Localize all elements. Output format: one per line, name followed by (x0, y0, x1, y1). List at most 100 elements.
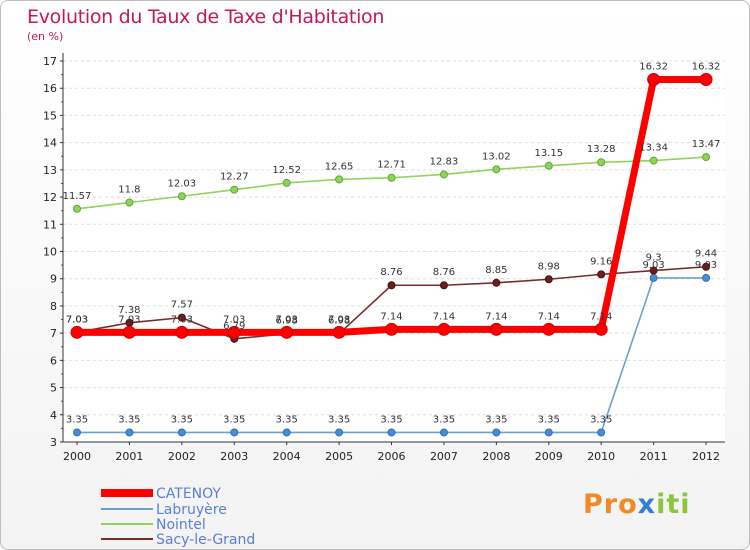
data-point-1 (335, 428, 344, 437)
data-point-1 (702, 273, 711, 282)
x-tick-label: 2001 (115, 450, 143, 463)
data-point-2 (335, 175, 344, 184)
data-point-1 (597, 428, 606, 437)
y-tick-label: 9 (50, 273, 57, 286)
y-tick-label: 7 (50, 327, 57, 340)
data-point-1 (282, 428, 291, 437)
y-tick-label: 8 (50, 300, 57, 313)
y-tick-label: 5 (50, 382, 57, 395)
data-label-1: 3.35 (223, 414, 245, 425)
data-label-2: 13.47 (692, 139, 721, 150)
data-label-3: 8.76 (380, 267, 402, 278)
x-tick-label: 2007 (430, 450, 458, 463)
data-point-2 (230, 185, 239, 194)
x-tick-label: 2008 (482, 450, 510, 463)
data-label-1: 3.35 (538, 414, 560, 425)
data-label-1: 3.35 (66, 414, 88, 425)
data-point-3 (649, 266, 658, 275)
data-label-0: 7.14 (380, 311, 402, 322)
logo-text-2: iti (656, 489, 691, 520)
y-tick-label: 14 (43, 137, 57, 150)
data-point-2 (282, 178, 291, 187)
data-label-0: 16.32 (639, 62, 668, 73)
data-point-1 (439, 428, 448, 437)
y-tick-label: 12 (43, 191, 57, 204)
data-label-0: 7.03 (118, 314, 140, 325)
proxiti-logo: Proxiti (583, 489, 691, 520)
data-label-2: 12.65 (325, 161, 354, 172)
data-label-0: 7.03 (276, 314, 298, 325)
data-label-2: 11.57 (63, 191, 92, 202)
data-label-1: 3.35 (433, 414, 455, 425)
data-label-2: 12.03 (168, 178, 197, 189)
data-label-2: 13.34 (639, 143, 668, 154)
data-label-1: 3.35 (118, 414, 140, 425)
data-label-3: 6.98 (276, 316, 298, 327)
legend-label-1: Labruyère (156, 502, 227, 518)
data-label-0: 7.03 (328, 314, 350, 325)
data-point-1 (73, 428, 81, 437)
data-label-0: 7.14 (433, 311, 455, 322)
data-label-1: 3.35 (380, 414, 402, 425)
data-label-1: 9.03 (695, 260, 717, 271)
data-point-2 (177, 192, 186, 201)
data-label-3: 9.44 (695, 249, 717, 260)
data-label-2: 11.8 (118, 185, 140, 196)
data-point-0 (542, 322, 556, 336)
logo-text-1: Pro (583, 489, 638, 520)
legend-label-2: Nointel (156, 517, 206, 533)
data-point-3 (177, 313, 186, 322)
data-point-3 (439, 281, 448, 290)
data-point-1 (177, 428, 186, 437)
data-point-0 (594, 322, 608, 336)
x-tick-label: 2004 (273, 450, 301, 463)
data-label-0: 7.03 (66, 314, 88, 325)
data-point-2 (125, 198, 134, 207)
data-point-3 (544, 275, 553, 284)
x-tick-label: 2011 (640, 450, 668, 463)
data-label-0: 7.03 (171, 314, 193, 325)
x-tick-label: 2012 (692, 450, 720, 463)
data-label-3: 8.85 (485, 265, 507, 276)
data-label-1: 3.35 (276, 414, 298, 425)
data-label-2: 13.02 (482, 151, 511, 162)
logo-text-x: x (637, 489, 657, 520)
data-label-0: 16.32 (692, 62, 721, 73)
y-tick-label: 10 (43, 246, 57, 259)
data-point-3 (702, 262, 711, 271)
data-label-1: 3.35 (328, 414, 350, 425)
x-tick-label: 2002 (168, 450, 196, 463)
data-point-1 (125, 428, 134, 437)
data-point-2 (387, 173, 396, 182)
data-point-2 (73, 204, 81, 213)
data-point-2 (439, 170, 448, 179)
data-point-1 (230, 428, 239, 437)
legend-label-0: CATENOY (156, 486, 221, 502)
data-label-1: 3.35 (171, 414, 193, 425)
y-tick-label: 16 (43, 82, 57, 95)
x-tick-label: 2000 (63, 450, 91, 463)
x-tick-label: 2009 (535, 450, 563, 463)
data-label-3: 9.3 (646, 253, 662, 264)
data-point-2 (702, 153, 711, 162)
data-label-3: 9.16 (590, 256, 612, 267)
y-tick-label: 3 (50, 436, 57, 449)
data-label-2: 12.71 (377, 160, 406, 171)
data-label-0: 7.14 (485, 311, 507, 322)
data-point-0 (385, 322, 399, 336)
data-point-0 (227, 325, 241, 339)
data-point-3 (387, 281, 396, 290)
data-point-0 (437, 322, 451, 336)
data-point-2 (597, 158, 606, 167)
chart-subtitle: (en %) (27, 30, 64, 43)
data-point-3 (597, 270, 606, 279)
data-point-1 (387, 428, 396, 437)
data-point-0 (175, 325, 189, 339)
data-label-2: 12.27 (220, 172, 249, 183)
y-tick-label: 17 (43, 55, 57, 68)
data-label-3: 7.38 (118, 305, 140, 316)
y-tick-label: 15 (43, 109, 57, 122)
data-point-1 (544, 428, 553, 437)
data-label-3: 7.03 (66, 314, 88, 325)
